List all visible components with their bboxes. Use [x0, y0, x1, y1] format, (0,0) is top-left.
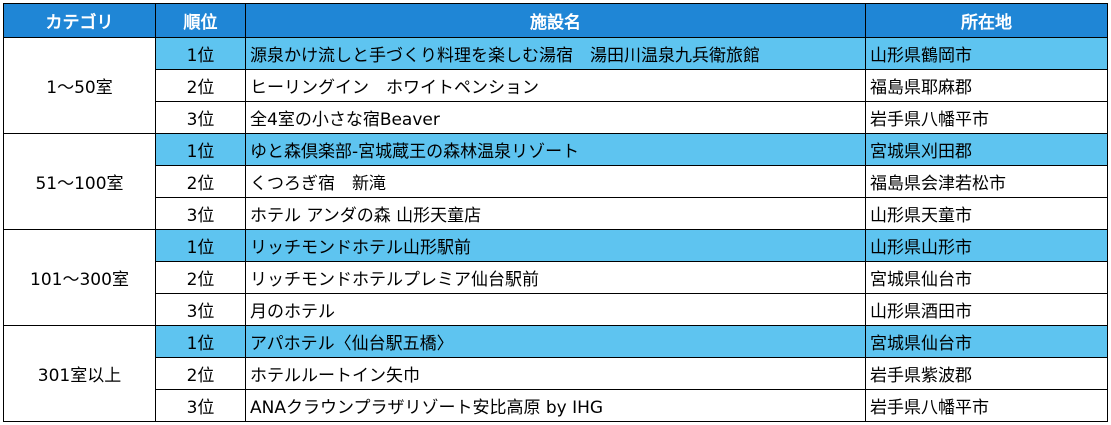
rank-cell: 2位	[155, 69, 246, 102]
facility-cell: ANAクラウンプラザリゾート安比高原 by IHG	[245, 389, 866, 422]
row: 3位 ANAクラウンプラザリゾート安比高原 by IHG 岩手県八幡平市	[4, 389, 1108, 422]
row: 3位 月のホテル 山形県酒田市	[4, 293, 1108, 326]
location-cell: 宮城県仙台市	[865, 325, 1108, 358]
row: 1～50室 1位 源泉かけ流しと手づくり料理を楽しむ湯宿 湯田川温泉九兵衛旅館 山形県…	[3, 37, 1108, 134]
facility-cell: 月のホテル	[245, 293, 866, 326]
facility-cell: ホテルルートイン矢巾	[245, 357, 866, 390]
facility-cell: 源泉かけ流しと手づくり料理を楽しむ湯宿 湯田川温泉九兵衛旅館	[245, 37, 866, 70]
header-cell: カテゴリ	[3, 3, 156, 38]
location-cell: 岩手県紫波郡	[865, 357, 1108, 390]
header-cell: 所在地	[865, 3, 1108, 38]
rank-cell: 3位	[155, 293, 246, 326]
rank-cell: 2位	[155, 165, 246, 198]
location-cell: 山形県天童市	[865, 197, 1108, 230]
location-cell: 山形県酒田市	[865, 293, 1108, 326]
rank-cell: 3位	[155, 101, 246, 134]
facility-cell: 全4室の小さな宿Beaver	[245, 101, 866, 134]
rank-cell: 1位	[155, 325, 246, 358]
facility-cell: アパホテル〈仙台駅五橋〉	[245, 325, 866, 358]
rank-cell: 2位	[155, 357, 246, 390]
category-cell: 1～50室	[3, 37, 156, 134]
row: 3位 全4室の小さな宿Beaver 岩手県八幡平市	[4, 101, 1108, 134]
header-cell: 順位	[155, 3, 246, 38]
row: 101～300室 1位 リッチモンドホテル山形駅前 山形県山形市	[3, 229, 1108, 326]
facility-cell: ヒーリングイン ホワイトペンション	[245, 69, 866, 102]
location-cell: 山形県鶴岡市	[865, 37, 1108, 70]
row: 301室以上 1位 アパホテル〈仙台駅五橋〉 宮城県仙台市	[3, 325, 1108, 422]
location-cell: 山形県山形市	[865, 229, 1108, 262]
header-cell: 施設名	[245, 3, 866, 38]
category-cell: 301室以上	[3, 325, 156, 422]
category-cell: 101～300室	[3, 229, 156, 326]
facility-cell: リッチモンドホテル山形駅前	[245, 229, 866, 262]
rank-cell: 1位	[155, 133, 246, 166]
rank-cell: 3位	[155, 389, 246, 422]
row: 2位 リッチモンドホテルプレミア仙台駅前 宮城県仙台市	[4, 261, 1108, 294]
category-cell: 51～100室	[3, 133, 156, 230]
row: 2位 ヒーリングイン ホワイトペンション 福島県耶麻郡	[4, 69, 1108, 102]
facility-cell: くつろぎ宿 新滝	[245, 165, 866, 198]
rank-cell: 1位	[155, 37, 246, 70]
row: 3位 ホテル アンダの森 山形天童店 山形県天童市	[4, 197, 1108, 230]
ranking-table: カテゴリ 順位 施設名 所在地 1～50室 1位 源泉かけ流しと手づくり料理を楽しむ湯宿 …	[3, 3, 1108, 422]
header-row: カテゴリ 順位 施設名 所在地	[3, 3, 1108, 38]
location-cell: 岩手県八幡平市	[865, 101, 1108, 134]
row: 2位 くつろぎ宿 新滝 福島県会津若松市	[4, 165, 1108, 198]
location-cell: 福島県会津若松市	[865, 165, 1108, 198]
location-cell: 福島県耶麻郡	[865, 69, 1108, 102]
rank-cell: 1位	[155, 229, 246, 262]
facility-cell: リッチモンドホテルプレミア仙台駅前	[245, 261, 866, 294]
location-cell: 岩手県八幡平市	[865, 389, 1108, 422]
row: 2位 ホテルルートイン矢巾 岩手県紫波郡	[4, 357, 1108, 390]
location-cell: 宮城県仙台市	[865, 261, 1108, 294]
rank-cell: 2位	[155, 261, 246, 294]
rank-cell: 3位	[155, 197, 246, 230]
facility-cell: ゆと森倶楽部-宮城蔵王の森林温泉リゾート	[245, 133, 866, 166]
row: 51～100室 1位 ゆと森倶楽部-宮城蔵王の森林温泉リゾート 宮城県刈田郡	[3, 133, 1108, 230]
facility-cell: ホテル アンダの森 山形天童店	[245, 197, 866, 230]
location-cell: 宮城県刈田郡	[865, 133, 1108, 166]
